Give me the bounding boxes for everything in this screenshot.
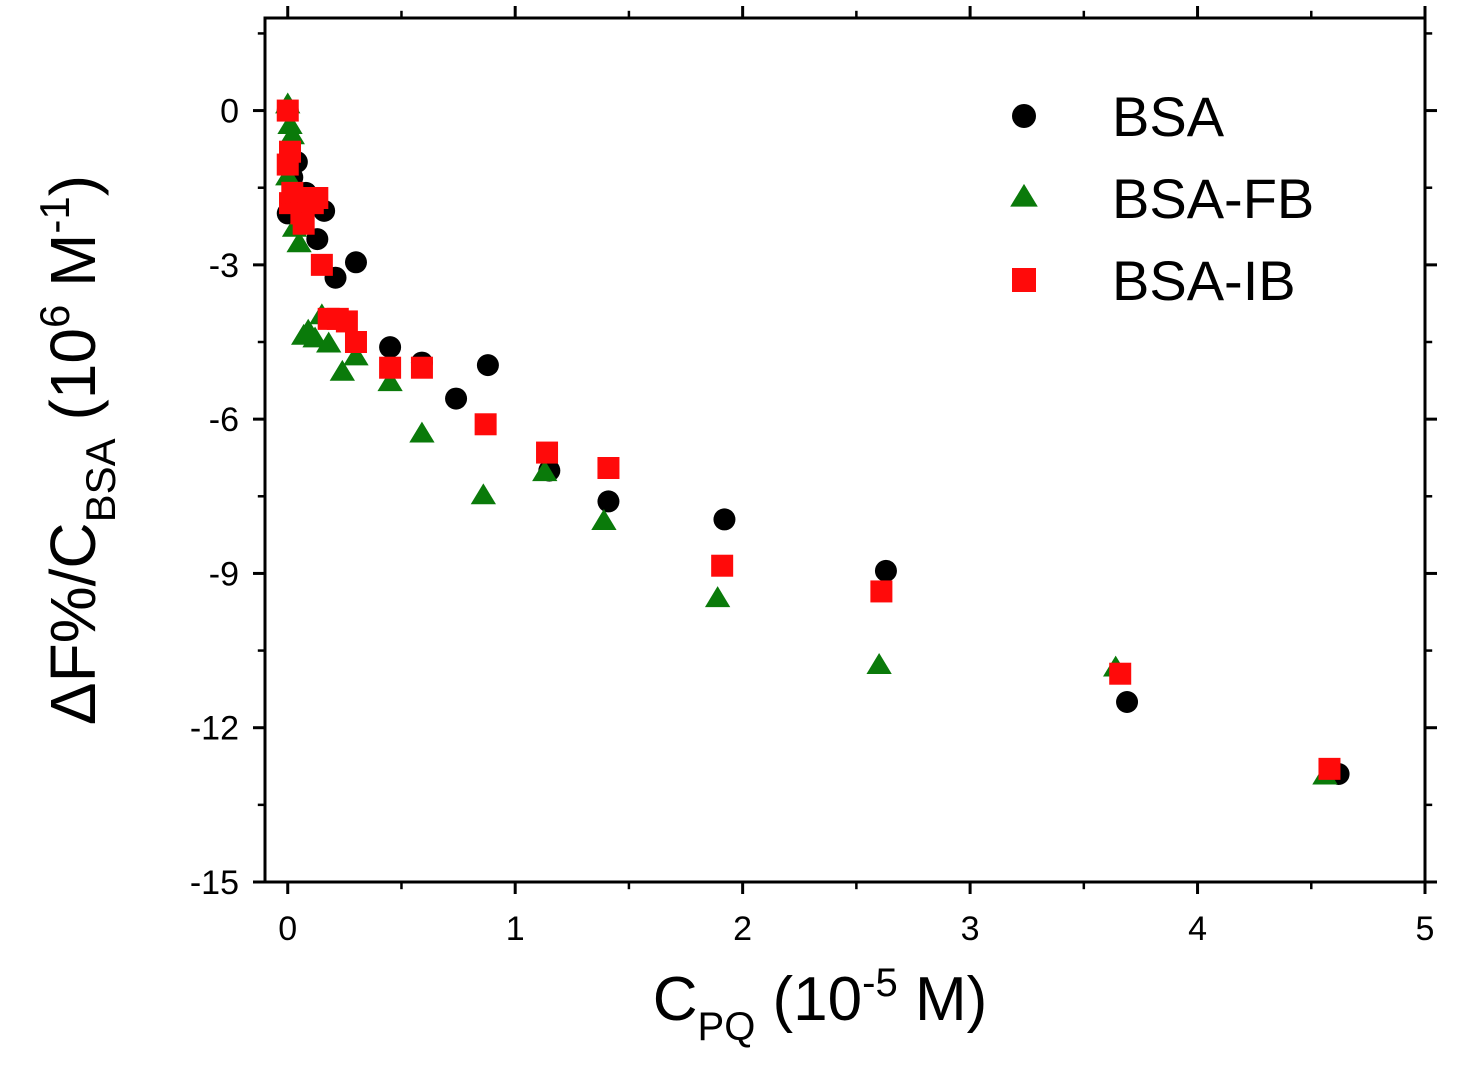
data-point [597, 490, 620, 513]
axis-ticks: 0 1 2 3 4 5 0 -3 -6 -9 -12 -15 [190, 6, 1437, 948]
x-tick-label: 4 [1188, 910, 1207, 948]
data-point [470, 483, 497, 505]
data-point [335, 310, 358, 333]
y-axis-title-sup: 6 [31, 305, 78, 328]
data-point [1116, 691, 1139, 713]
y-axis-title: ΔF%/CBSA (106 M-1) [31, 175, 124, 725]
data-point [292, 212, 315, 235]
y-tick-label: -15 [190, 864, 239, 902]
data-point [316, 331, 342, 353]
data-point [329, 359, 355, 381]
data-point [306, 187, 329, 209]
legend-entry: BSA-FB [1010, 167, 1314, 230]
data-point [377, 370, 403, 392]
data-point [379, 356, 402, 379]
data-point [276, 99, 299, 122]
y-axis-title-sup2: -1 [31, 196, 78, 233]
data-points [275, 92, 1350, 785]
data-point [344, 331, 367, 353]
data-point [704, 586, 731, 608]
x-axis-title-main: C [653, 965, 698, 1034]
y-axis-title-close: ) [37, 175, 109, 196]
data-point [310, 253, 333, 276]
y-tick-label: 0 [220, 93, 239, 131]
x-axis-title: CPQ (10-5 M) [653, 961, 988, 1049]
y-axis-title-end: M [37, 234, 109, 305]
x-axis-title-sub: PQ [698, 1005, 756, 1049]
data-point [874, 559, 897, 582]
data-point [279, 140, 302, 163]
data-point [870, 580, 893, 603]
x-tick-label: 3 [961, 910, 980, 948]
x-axis-title-sup: -5 [862, 961, 898, 1005]
data-point [591, 509, 617, 530]
y-axis-title-sub: BSA [77, 438, 124, 522]
data-point [532, 460, 558, 482]
y-axis-title-main: ΔF%/C [37, 522, 109, 725]
y-tick-label: -6 [209, 401, 239, 439]
data-point [410, 356, 433, 379]
data-point [476, 354, 499, 377]
series-bsa-ib [276, 99, 1341, 780]
legend-marker [1012, 268, 1036, 292]
data-point [474, 413, 497, 436]
y-tick-label: -9 [209, 555, 239, 593]
data-point [1109, 662, 1132, 685]
data-point [409, 421, 435, 443]
data-point [343, 344, 369, 366]
x-axis-title-end: M) [898, 965, 988, 1034]
data-point [277, 113, 303, 134]
legend-label: BSA-IB [1112, 249, 1296, 312]
y-tick-label: -12 [190, 710, 239, 748]
data-point [445, 387, 468, 410]
legend-marker [1010, 183, 1038, 207]
x-tick-label: 5 [1416, 910, 1435, 948]
legend-label: BSA-FB [1112, 167, 1314, 230]
x-tick-label: 1 [506, 910, 525, 948]
data-point [302, 326, 328, 348]
legend-marker [1012, 104, 1036, 128]
data-point [536, 441, 559, 464]
data-point [1318, 757, 1341, 780]
data-point [866, 653, 892, 674]
legend: BSA BSA-FB BSA-IB [1010, 85, 1314, 312]
data-point [379, 336, 402, 359]
data-point [713, 508, 736, 531]
x-tick-label: 0 [278, 910, 297, 948]
data-point [286, 231, 312, 253]
y-tick-label: -3 [209, 247, 239, 285]
y-axis-title-mid: (10 [37, 328, 109, 438]
legend-entry: BSA [1012, 85, 1225, 148]
data-point [344, 251, 367, 274]
x-tick-label: 2 [733, 910, 752, 948]
data-point [279, 123, 305, 145]
legend-entry: BSA-IB [1012, 249, 1296, 312]
x-axis-title-mid: (10 [755, 965, 862, 1034]
data-point [597, 457, 620, 479]
plot-frame [263, 16, 1427, 884]
legend-label: BSA [1112, 85, 1225, 148]
data-point [711, 554, 734, 577]
